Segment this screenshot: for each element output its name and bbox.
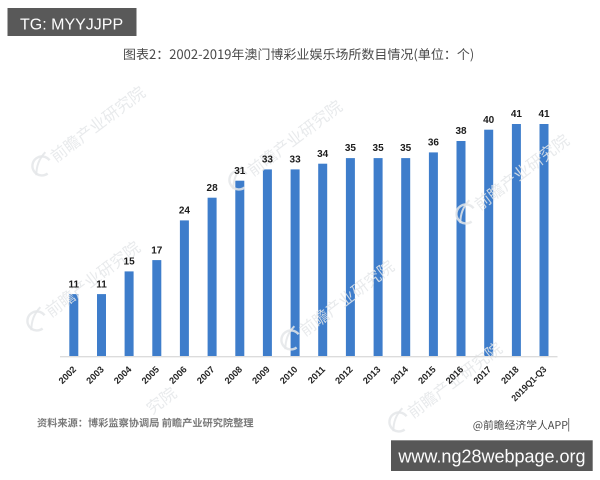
svg-text:28: 28 xyxy=(207,183,219,194)
svg-text:24: 24 xyxy=(179,206,191,217)
svg-text:41: 41 xyxy=(538,109,550,120)
svg-text:35: 35 xyxy=(345,143,357,154)
svg-text:35: 35 xyxy=(400,143,412,154)
svg-text:40: 40 xyxy=(483,115,495,126)
svg-text:11: 11 xyxy=(96,279,107,290)
svg-text:36: 36 xyxy=(428,138,440,149)
svg-text:17: 17 xyxy=(151,245,163,256)
svg-text:35: 35 xyxy=(373,143,385,154)
svg-text:11: 11 xyxy=(69,279,80,290)
svg-text:31: 31 xyxy=(234,166,246,177)
svg-text:38: 38 xyxy=(455,126,467,137)
svg-text:33: 33 xyxy=(262,155,274,166)
svg-text:34: 34 xyxy=(317,149,329,160)
svg-text:TG: MYYJJPP: TG: MYYJJPP xyxy=(20,17,123,34)
svg-text:www.ng28webpage.org: www.ng28webpage.org xyxy=(397,447,585,467)
svg-text:33: 33 xyxy=(290,155,302,166)
svg-text:41: 41 xyxy=(511,109,523,120)
svg-text:15: 15 xyxy=(124,257,136,268)
